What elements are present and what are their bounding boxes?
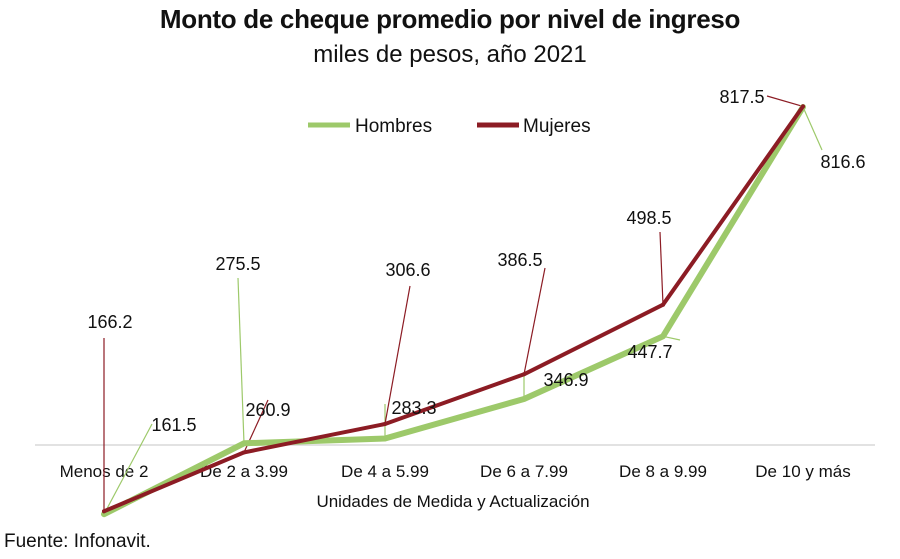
data-point-mujeres (522, 372, 526, 377)
data-label-hombres: 275.5 (215, 254, 260, 274)
leader-line-hombres (802, 106, 823, 151)
data-label-hombres: 447.7 (627, 342, 672, 362)
x-tick-label: De 8 a 9.99 (619, 462, 707, 481)
data-label-mujeres: 386.5 (497, 250, 542, 270)
legend-label-mujeres: Mujeres (523, 116, 591, 137)
series-lines (101, 104, 806, 518)
x-tick-label: De 2 a 3.99 (200, 462, 288, 481)
data-label-hombres: 161.5 (151, 415, 196, 435)
data-point-mujeres (383, 422, 387, 426)
data-labels: 161.5 275.5 283.3 346.9 447.7 816.6 166.2 260.9… (87, 87, 865, 435)
data-label-mujeres: 260.9 (245, 400, 290, 420)
chart-subtitle: miles de pesos, año 2021 (313, 41, 587, 68)
leader-line-mujeres (766, 95, 804, 107)
data-label-hombres: 283.3 (391, 398, 436, 418)
leader-line-mujeres (384, 285, 411, 425)
legend-label-hombres: Hombres (355, 116, 432, 137)
data-point-hombres (383, 436, 387, 441)
series-line-mujeres (102, 104, 805, 514)
data-point-hombres (522, 397, 526, 401)
leader-line-hombres (237, 277, 245, 444)
x-axis-title: Unidades de Medida y Actualización (316, 492, 589, 511)
leader-line-mujeres (523, 267, 546, 375)
source-note: Fuente: Infonavit. (4, 531, 151, 552)
x-tick-label: De 4 a 5.99 (341, 462, 429, 481)
data-label-mujeres: 817.5 (719, 87, 764, 107)
leader-line-hombres (103, 423, 153, 515)
x-tick-label: De 6 a 7.99 (480, 462, 568, 481)
leader-line-mujeres (659, 231, 664, 305)
data-label-mujeres: 498.5 (626, 208, 671, 228)
data-point-mujeres (801, 104, 805, 109)
data-point-mujeres (102, 509, 106, 514)
x-axis-ticks: Menos de 2 De 2 a 3.99 De 4 a 5.99 De 6 a 7… (60, 462, 851, 481)
x-tick-label: De 10 y más (755, 462, 850, 481)
data-point-hombres (102, 512, 106, 517)
data-point-mujeres (661, 302, 665, 307)
data-point-hombres (661, 334, 665, 339)
series-line-hombres (101, 104, 806, 518)
chart-title: Monto de cheque promedio por nivel de in… (159, 4, 741, 34)
data-label-mujeres: 306.6 (385, 260, 430, 280)
data-point-hombres (242, 441, 246, 446)
data-label-hombres: 816.6 (820, 152, 865, 172)
legend: Hombres Mujeres (308, 116, 591, 137)
data-point-mujeres (242, 450, 246, 455)
data-label-hombres: 346.9 (543, 370, 588, 390)
label-leaders (103, 95, 823, 515)
data-label-mujeres: 166.2 (87, 312, 132, 332)
